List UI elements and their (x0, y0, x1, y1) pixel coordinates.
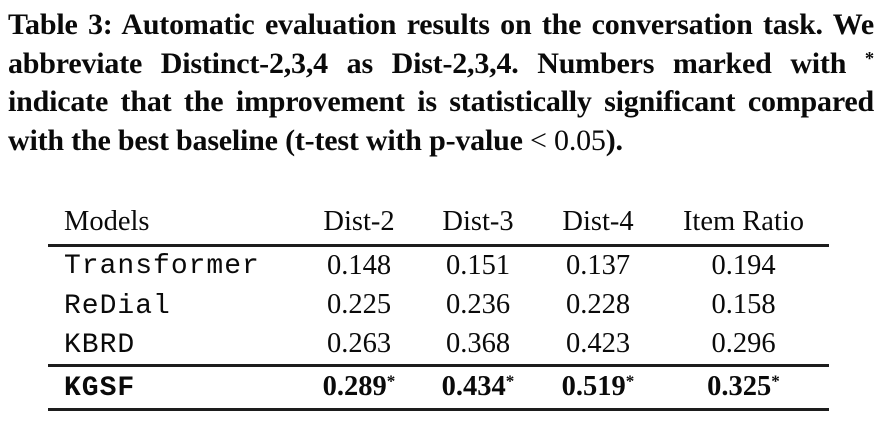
metric-value: 0.289 (322, 371, 387, 402)
metric-value-cell: 0.325* (658, 365, 829, 409)
model-name: Transformer (64, 251, 260, 283)
metric-value-cell: 0.423 (565, 328, 631, 360)
column-header-item-ratio: Item Ratio (682, 206, 805, 238)
table-row-transformer: Transformer 0.148 0.151 0.137 0.194 (48, 245, 829, 285)
table-row-kbrd: KBRD 0.263 0.368 0.423 0.296 (48, 325, 829, 365)
significance-asterisk: * (386, 371, 396, 391)
model-name: KBRD (64, 329, 136, 361)
metric-value-cell: 0.368 (445, 328, 511, 360)
metric-value-cell: 0.148 (326, 249, 392, 281)
column-header-dist3: Dist-3 (442, 206, 514, 238)
metric-value-cell: 0.137 (565, 249, 631, 281)
metric-value: 0.325 (707, 371, 772, 402)
metric-value-cell: 0.263 (326, 328, 392, 360)
caption-text-start: Table 3: Automatic evaluation results on… (8, 8, 874, 80)
significance-asterisk: * (505, 371, 515, 391)
metric-value-cell: 0.228 (565, 289, 631, 320)
metric-value-cell: 0.289* (300, 365, 418, 409)
caption-text-end: ). (605, 123, 623, 157)
column-header-dist4: Dist-4 (562, 206, 634, 238)
metric-value-cell: 0.296 (711, 328, 776, 360)
model-name-cell: KBRD (48, 325, 300, 365)
caption-text-mid: indicate that the improvement is statist… (8, 85, 874, 157)
metric-value: 0.519 (561, 371, 626, 402)
metric-value-cell: 0.194 (711, 249, 776, 281)
results-table: Models Dist-2 Dist-3 Dist-4 Item Ratio T… (48, 201, 829, 411)
metric-value-cell: 0.151 (445, 249, 511, 281)
caption-pvalue-math: < 0.05 (530, 123, 606, 157)
model-name-cell: Transformer (48, 245, 300, 285)
metric-value: 0.434 (441, 371, 506, 402)
caption-asterisk: * (864, 48, 874, 70)
metric-value-cell: 0.158 (711, 289, 776, 320)
metric-value-cell: 0.236 (445, 289, 511, 320)
metric-value-cell: 0.519* (538, 365, 658, 409)
column-header-models: Models (64, 206, 150, 238)
model-name-cell: ReDial (48, 285, 300, 325)
header-row: Models Dist-2 Dist-3 Dist-4 Item Ratio (48, 201, 829, 245)
model-name-cell: KGSF (48, 365, 300, 409)
metric-value-cell: 0.225 (326, 289, 392, 320)
table-row-redial: ReDial 0.225 0.236 0.228 0.158 (48, 285, 829, 325)
table-caption: Table 3: Automatic evaluation results on… (0, 0, 883, 160)
column-header-dist2: Dist-2 (323, 206, 395, 238)
table-row-kgsf: KGSF 0.289* 0.434* 0.519* 0.325* (48, 365, 829, 409)
significance-asterisk: * (625, 371, 635, 391)
model-name: ReDial (64, 290, 171, 322)
results-table-container: Models Dist-2 Dist-3 Dist-4 Item Ratio T… (48, 201, 883, 411)
significance-asterisk: * (771, 371, 780, 391)
model-name: KGSF (64, 372, 136, 404)
metric-value-cell: 0.434* (418, 365, 538, 409)
